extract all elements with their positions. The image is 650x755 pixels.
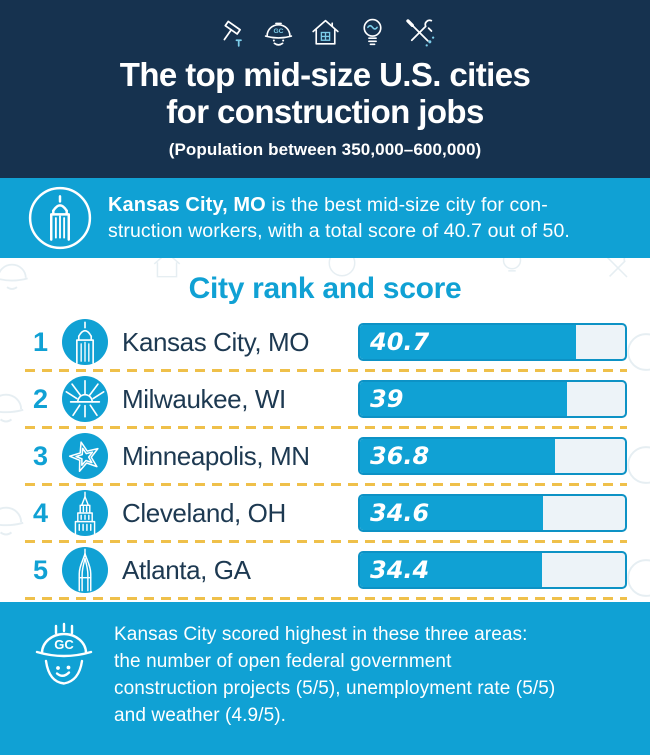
rank-row: 4 Cleveland, OH 34.6 [0,486,650,540]
rank-section: City rank and score 1 Kansas City, MO 40… [0,258,650,602]
rank-number: 5 [33,554,49,585]
text-line: Kansas City scored highest in these thre… [114,624,528,645]
ghost-hard-hat-icon [0,263,28,290]
score-label: 34.4 [370,556,430,584]
rank-row: 1 Kansas City, MO 40.7 [0,315,650,369]
text-line: and weather (4.9/5). [114,705,287,727]
atlanta-spire-icon [62,547,108,593]
ghost-circle-icon [627,559,650,597]
hard-hat-icon: GC [264,22,292,46]
ghost-circle-icon [627,446,650,484]
svg-text:GC: GC [273,28,283,35]
score-label: 40.7 [370,328,430,356]
atlanta-spire-icon [78,548,92,592]
rank-number: 1 [33,326,49,357]
milwaukee-art-museum-icon [65,379,105,418]
rank-row: 2 Milwaukee, WI 39 [0,372,650,426]
dashed-divider [25,426,627,429]
summary-banner: Kansas City, MO is the best mid-size cit… [0,178,650,258]
rank-number: 3 [33,440,49,471]
dashed-divider [25,540,627,543]
score-bar-fill: 34.4 [360,553,543,587]
svg-text:GC: GC [54,637,74,652]
minneapolis-star-icon [62,433,108,479]
minneapolis-star-icon [68,441,99,473]
score-label: 34.6 [370,499,430,527]
city-label: Cleveland, OH [122,497,286,528]
header: GC [0,0,650,178]
kc-tower-icon [62,319,108,365]
score-bar: 36.8 [358,437,627,475]
city-label: Atlanta, GA [122,554,251,585]
tools-icon [405,18,434,47]
score-label: 36.8 [370,442,430,470]
milwaukee-art-museum-icon [62,376,108,422]
score-label: 39 [370,385,404,413]
page-title: The top mid-size U.S. cities for construc… [119,56,531,131]
rank-number: 2 [33,383,49,414]
score-bar-fill: 39 [360,382,567,416]
score-bar: 39 [358,380,627,418]
footer-callout: GC Kansas City scored highest in these t… [0,602,650,755]
city-label: Milwaukee, WI [122,383,286,414]
summary-highlight: Kansas City, MO [108,193,266,216]
ghost-house-icon [153,258,181,278]
chart-title: City rank and score [188,272,462,305]
rank-row: 5 Atlanta, GA 34.4 [0,543,650,597]
city-label: Kansas City, MO [122,326,310,357]
lightbulb-icon [362,18,382,45]
header-icon-row: GC [0,13,650,51]
score-bar-fill: 40.7 [360,325,576,359]
score-bar-fill: 34.6 [360,496,544,530]
ghost-hard-hat-icon [0,506,24,536]
summary-text: Kansas City, MO is the best mid-size cit… [108,193,570,243]
dashed-divider [25,369,627,372]
text-line: construction projects (5/5), unemploymen… [114,678,556,700]
city-label: Minneapolis, MN [122,440,310,471]
house-icon [311,19,339,45]
kc-tower-icon [76,321,94,364]
score-bar: 34.6 [358,494,627,532]
score-bar-fill: 36.8 [360,439,556,473]
kc-tower-badge-icon [27,185,93,251]
cleveland-terminal-tower-icon [62,490,108,536]
rank-list: 1 Kansas City, MO 40.7 2 [0,315,650,600]
score-bar: 40.7 [358,323,627,361]
ghost-lightbulb-icon [502,258,522,272]
ghost-hard-hat-icon [0,393,24,423]
footer-text: Kansas City scored highest in these thre… [114,619,555,755]
cleveland-terminal-tower-icon [74,491,96,535]
hammer-icon [223,20,242,47]
score-bar: 34.4 [358,551,627,589]
text-line: the number of open federal government [114,651,452,673]
rank-number: 4 [33,497,49,528]
dashed-divider [25,483,627,486]
gc-hard-hat-icon: GC [30,619,98,755]
ghost-tools-icon [606,258,628,278]
ghost-circle-icon [627,333,650,371]
rank-row: 3 Minneapolis, MN 36.8 [0,429,650,483]
page-subtitle: (Population between 350,000–600,000) [168,139,482,159]
ghost-circle-icon [328,258,356,277]
dashed-divider [25,597,627,600]
